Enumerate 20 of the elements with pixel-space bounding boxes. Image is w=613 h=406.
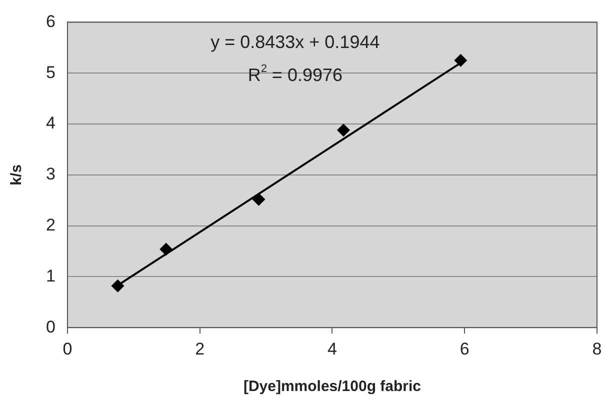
y-tick-label: 2	[46, 215, 56, 234]
x-tick-label: 2	[195, 339, 205, 358]
y-tick-label: 6	[46, 12, 56, 31]
x-tick-label: 6	[460, 339, 470, 358]
x-tick-label: 8	[592, 339, 602, 358]
y-axis-title: k/s	[8, 164, 26, 186]
point	[336, 124, 350, 137]
y-tick-label: 0	[46, 317, 56, 336]
y-tick-label: 3	[46, 164, 56, 184]
x-tick-label: 4	[327, 339, 337, 358]
x-axis-title: [Dye]mmoles/100g fabric	[243, 378, 422, 396]
point	[160, 242, 173, 256]
point	[111, 279, 124, 292]
y-tick-label: 4	[46, 114, 56, 133]
y-tick-label: 1	[46, 266, 56, 286]
x-tick-label: 0	[62, 339, 72, 358]
point	[454, 54, 468, 67]
annotation: y = 0.8433x + 0.1944	[210, 32, 380, 52]
point	[252, 192, 266, 206]
y-tick-label: 5	[46, 62, 56, 82]
